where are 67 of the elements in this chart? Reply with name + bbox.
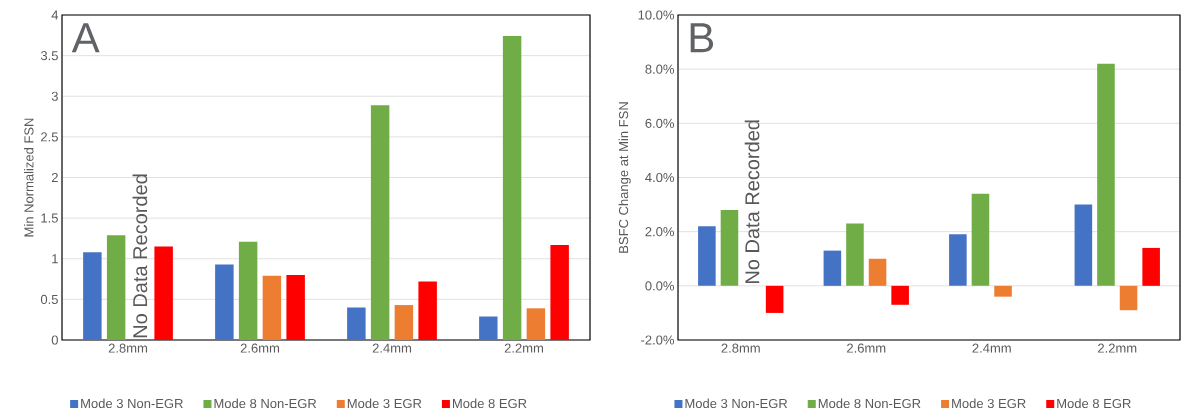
legend-label: Mode 3 Non-EGR (685, 398, 788, 409)
bar (394, 305, 414, 340)
bar (891, 285, 909, 305)
annotation: B (690, 23, 714, 53)
y-tick-label: 0.5 (40, 294, 58, 304)
annotation: No Data Recorded (132, 174, 148, 338)
bar (347, 307, 366, 340)
bar (418, 281, 437, 340)
y-tick-label: 4 (51, 10, 59, 20)
bar (215, 264, 234, 340)
y-tick-label: -2.0% (641, 335, 675, 345)
annotation: No Data Recorded (744, 120, 760, 283)
bar (846, 223, 864, 286)
y-tick-label: 3 (51, 91, 58, 101)
bar (262, 275, 282, 340)
bar (238, 241, 258, 340)
legend-label: Mode 8 Non-EGR (818, 398, 921, 409)
bar (698, 226, 716, 286)
bar (868, 258, 887, 286)
bar (106, 235, 126, 340)
bar (823, 250, 842, 286)
y-tick-label: 3.5 (40, 51, 58, 61)
bar (949, 234, 967, 286)
x-tick-label: 2.4mm (372, 343, 412, 353)
y-tick-label: 0 (51, 335, 58, 345)
y-tick-label: 4.0% (645, 172, 675, 183)
bar (502, 36, 522, 340)
y-tick-label: 2 (51, 172, 58, 183)
bar (154, 246, 173, 340)
bar (1142, 247, 1160, 286)
y-tick-label: 1 (52, 254, 58, 264)
y-tick-label: 0.0% (645, 281, 675, 291)
bar (479, 316, 498, 340)
bar (1119, 285, 1138, 311)
bar (370, 105, 390, 340)
y-tick-label: 2.5 (41, 132, 58, 142)
y-tick-label: 10.0% (638, 10, 675, 20)
y-tick-label: 2.0% (645, 227, 675, 237)
x-tick-label: 2.6mm (847, 343, 886, 353)
x-tick-label: 2.2mm (504, 343, 544, 353)
y-tick-label: 8.0% (645, 64, 675, 74)
bar (971, 193, 990, 286)
y-tick-label: 6.0% (645, 118, 675, 128)
annotation: A (71, 23, 100, 53)
bar (1074, 204, 1093, 286)
legend-label: Mode 3 EGR (952, 398, 1026, 409)
legend-label: Mode 8 EGR (452, 398, 527, 409)
legend-label: Mode 3 EGR (347, 398, 422, 409)
bar (550, 244, 569, 340)
bar (720, 210, 739, 286)
bar (83, 252, 102, 340)
bar (286, 275, 305, 340)
bar (994, 285, 1012, 297)
x-tick-label: 2.6mm (240, 343, 280, 353)
bar (1097, 63, 1115, 286)
bar (765, 285, 784, 313)
x-tick-label: 2.2mm (1098, 343, 1137, 353)
legend-label: Mode 3 Non-EGR (81, 398, 183, 409)
y-axis-title: Min Normalized FSN (23, 118, 34, 237)
y-tick-label: 1.5 (41, 213, 58, 223)
y-axis-title: BSFC Change at Min FSN (618, 102, 631, 253)
bar (526, 308, 546, 340)
legend-label: Mode 8 Non-EGR (214, 398, 317, 409)
legend-label: Mode 8 EGR (1057, 398, 1131, 409)
x-tick-label: 2.8mm (721, 343, 760, 353)
x-tick-label: 2.8mm (108, 343, 148, 353)
x-tick-label: 2.4mm (972, 343, 1011, 353)
